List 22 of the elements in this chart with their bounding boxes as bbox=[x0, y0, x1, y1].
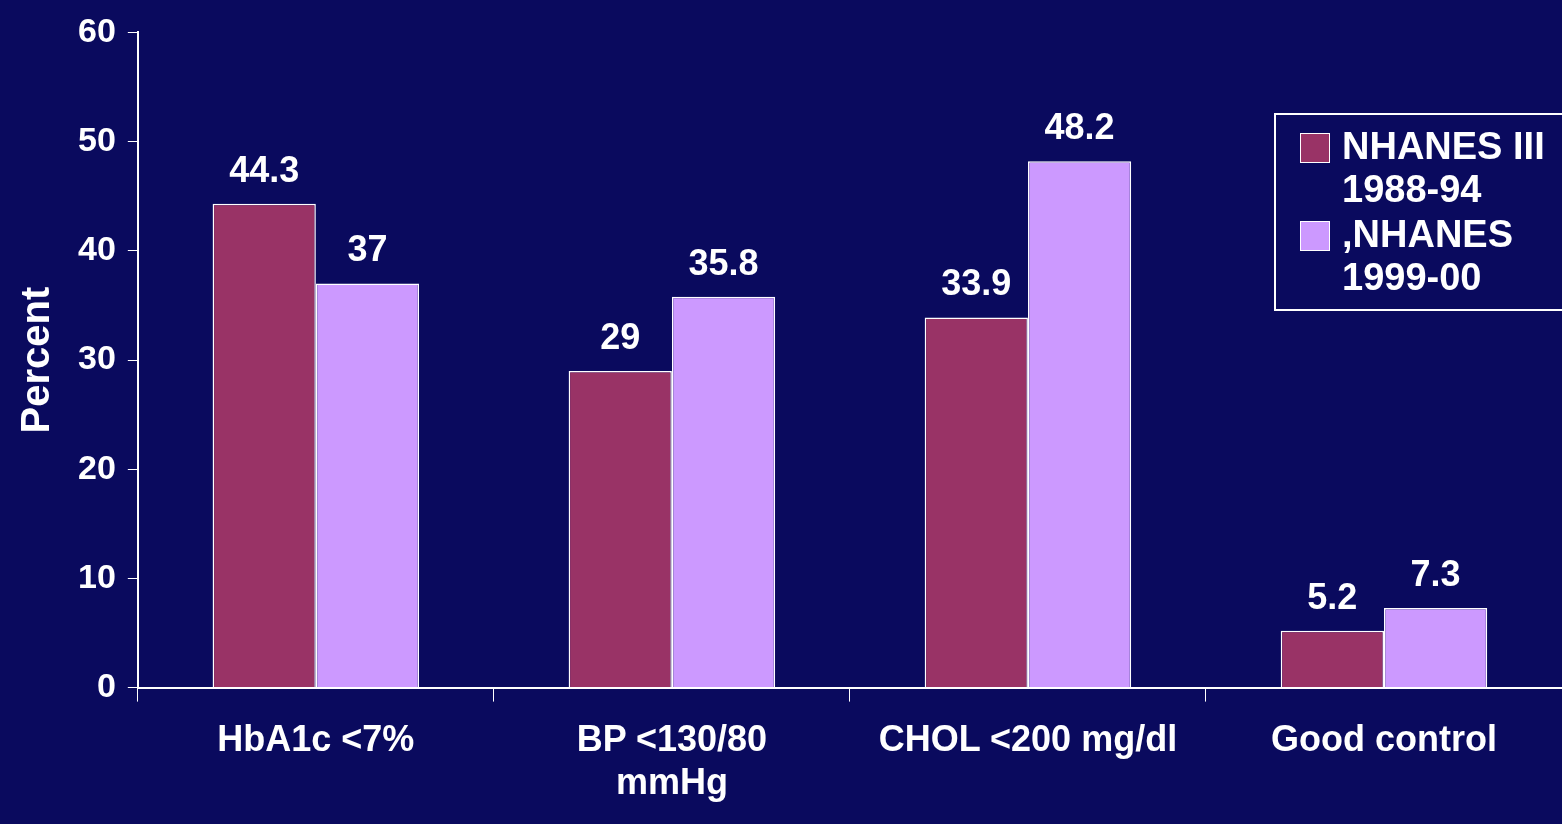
y-tick-label: 60 bbox=[77, 10, 116, 49]
data-label: 7.3 bbox=[1410, 552, 1461, 594]
x-tick-label: Good control bbox=[1270, 718, 1497, 760]
x-tick-label: BP <130/80 mmHg bbox=[576, 718, 768, 803]
data-label: 48.2 bbox=[1044, 106, 1115, 148]
legend-label: ,NHANES 1999-00 bbox=[1342, 213, 1515, 299]
data-label: 29 bbox=[600, 315, 641, 357]
data-label: 5.2 bbox=[1307, 575, 1358, 617]
legend-label: NHANES III 1988-94 bbox=[1342, 125, 1546, 211]
x-tick-label: HbA1c <7% bbox=[217, 718, 415, 760]
y-tick-label: 30 bbox=[77, 338, 116, 377]
y-tick-label: 0 bbox=[96, 665, 116, 704]
x-tick-label: CHOL <200 mg/dl bbox=[878, 718, 1178, 760]
y-tick-label: 50 bbox=[77, 119, 116, 158]
data-label: 37 bbox=[347, 228, 388, 270]
data-label: 33.9 bbox=[941, 262, 1012, 304]
y-tick-label: 10 bbox=[77, 556, 116, 595]
data-label: 35.8 bbox=[688, 241, 759, 283]
y-tick-label: 40 bbox=[77, 229, 116, 268]
y-tick-label: 20 bbox=[77, 447, 116, 486]
data-label: 44.3 bbox=[229, 148, 300, 190]
y-axis-title: Percent bbox=[13, 286, 58, 434]
